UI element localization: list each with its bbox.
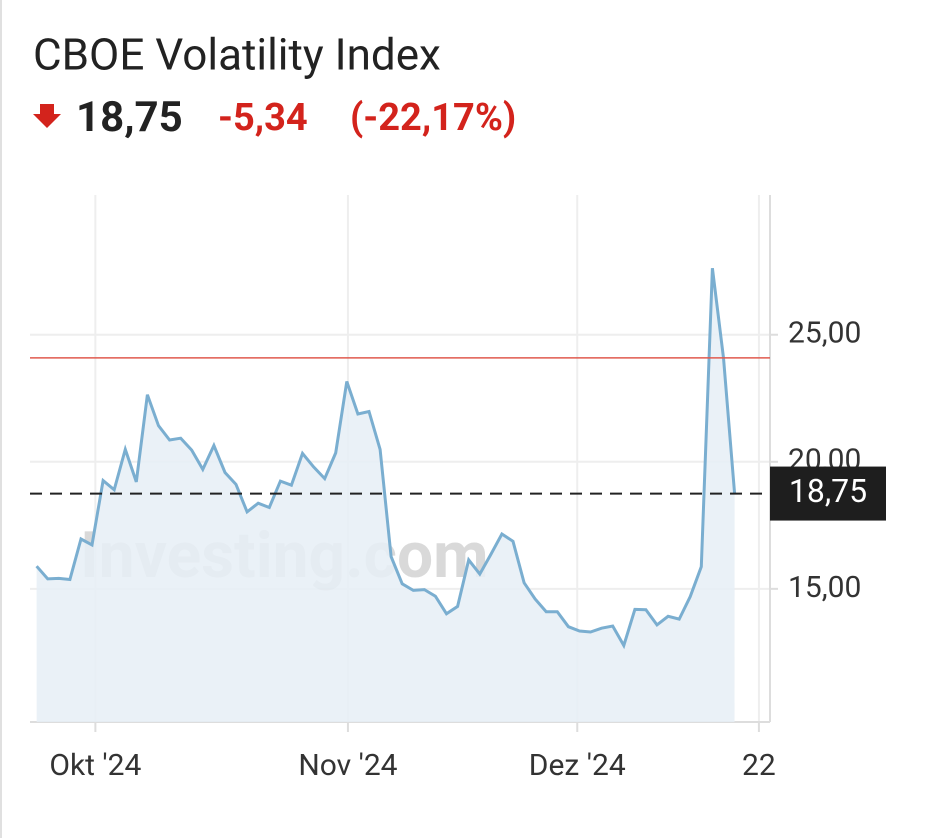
line bbox=[35, 268, 737, 650]
title: CBOE Volatility Index bbox=[33, 29, 441, 81]
y-tick-label: 15,00 bbox=[788, 570, 861, 605]
x-tick-label: Okt '24 bbox=[49, 748, 141, 783]
current-label-box bbox=[770, 466, 886, 521]
current-label: 18,75 bbox=[789, 472, 867, 510]
change: -5,34 bbox=[218, 96, 308, 140]
x-tick-label: 22 bbox=[742, 748, 776, 783]
area bbox=[36, 268, 735, 722]
down-arrow bbox=[33, 104, 61, 128]
change-pct: (-22,17%) bbox=[350, 96, 516, 140]
x-tick-label: Nov '24 bbox=[298, 748, 397, 783]
y-tick-label: 25,00 bbox=[788, 316, 861, 351]
x-tick-label: Dez '24 bbox=[529, 748, 626, 783]
price: 18,75 bbox=[76, 93, 183, 142]
